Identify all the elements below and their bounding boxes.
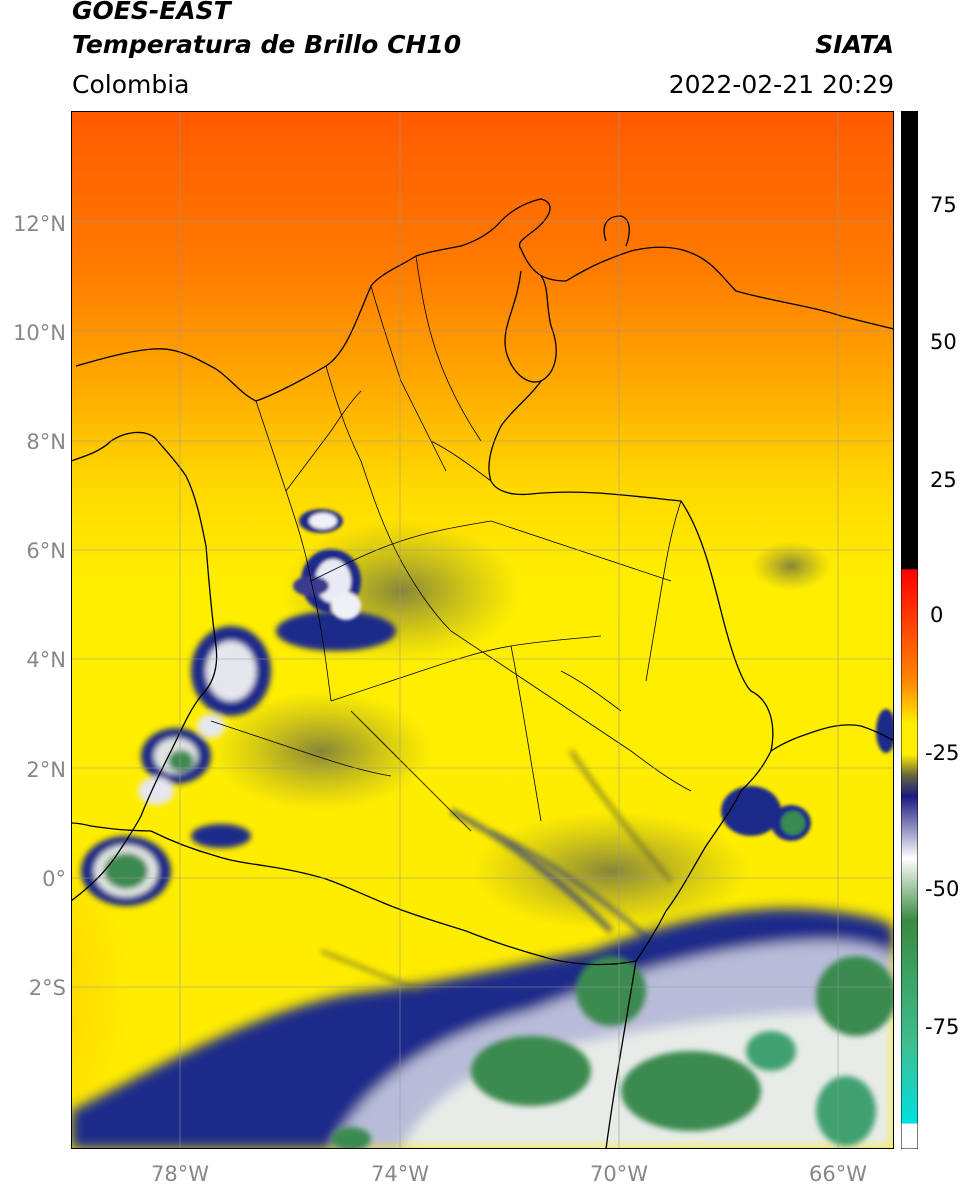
colorbar-tick-minus50: -50 (925, 877, 960, 901)
lon-label-66w: 66°W (809, 1162, 867, 1186)
dept-line-12 (645, 500, 682, 682)
dept-line-2 (325, 365, 452, 632)
paraguana-peninsula (603, 215, 630, 247)
lat-label-6n: 6°N (26, 539, 66, 563)
dept-line-14 (350, 710, 472, 832)
lon-label-74w: 74°W (371, 1162, 429, 1186)
colorbar (901, 111, 918, 1149)
lat-label-equator: 0° (42, 867, 66, 891)
brightness-temperature-map (71, 111, 894, 1149)
dept-line-1 (255, 400, 332, 702)
cloud-haze-east (751, 541, 831, 591)
lon-label-78w: 78°W (151, 1162, 209, 1186)
organization-label: SIATA (815, 30, 894, 59)
cloud-storms-andes (293, 509, 894, 841)
map-panel[interactable] (71, 111, 894, 1149)
colombia-peru-border (150, 830, 637, 966)
lat-label-2s: 2°S (28, 976, 66, 1000)
cloud-haze-south (471, 811, 751, 931)
dept-line-4 (415, 255, 482, 442)
cloud-storms-west (81, 611, 396, 906)
map-title-satellite: GOES-EAST (72, 0, 231, 25)
dept-line-9 (285, 390, 362, 492)
map-frame (71, 111, 894, 1149)
dept-line-13 (430, 440, 492, 482)
cloud-layer (71, 509, 894, 1149)
venezuela-brazil-border (770, 724, 894, 752)
lat-label-4n: 4°N (26, 648, 66, 672)
dept-line-15 (560, 670, 622, 712)
dept-line-3 (370, 285, 447, 472)
colorbar-tick-minus75: -75 (925, 1015, 960, 1039)
colombia-brazil-border (635, 750, 772, 962)
colombia-venezuela-border (488, 380, 774, 752)
ecuador-border (71, 822, 152, 832)
dept-line-6 (310, 520, 492, 582)
region-label: Colombia (72, 70, 190, 99)
cloud-streaks (320, 749, 673, 993)
lat-label-8n: 8°N (26, 430, 66, 454)
lat-label-10n: 10°N (13, 321, 66, 345)
cloud-haze-west (211, 691, 431, 811)
colorbar-tick-75: 75 (930, 193, 957, 217)
lat-label-2n: 2°N (26, 758, 66, 782)
map-title-product: Temperatura de Brillo CH10 (72, 30, 462, 59)
department-borders (210, 255, 692, 832)
pacific-coastline (71, 431, 218, 902)
lat-lon-grid (71, 111, 894, 1149)
lon-label-70w: 70°W (590, 1162, 648, 1186)
dept-line-11 (510, 645, 542, 822)
colorbar-gradient (901, 111, 918, 1149)
dept-line-10 (210, 720, 392, 777)
colorbar-tick-50: 50 (930, 330, 957, 354)
colorbar-tick-minus25: -25 (925, 741, 960, 765)
colorbar-tick-25: 25 (930, 468, 957, 492)
peru-brazil-border (605, 960, 637, 1149)
colorbar-tick-0: 0 (930, 603, 944, 627)
datetime-label: 2022-02-21 20:29 (668, 70, 894, 99)
dept-line-7 (490, 520, 672, 582)
cloud-cores-south (331, 956, 894, 1149)
dept-line-5 (330, 635, 602, 702)
lat-label-12n: 12°N (13, 212, 66, 236)
